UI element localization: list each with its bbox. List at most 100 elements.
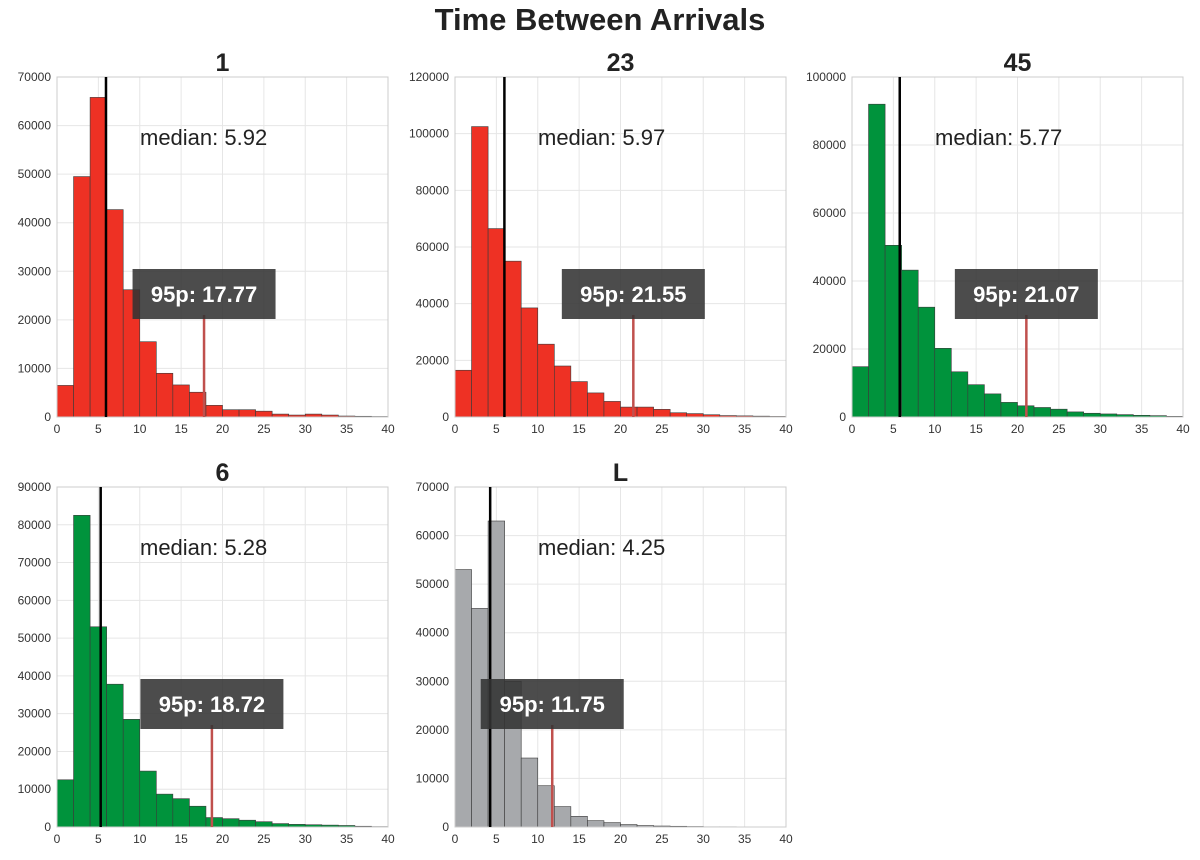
x-tick-label: 20 bbox=[216, 832, 230, 846]
histogram-bar bbox=[205, 405, 223, 418]
x-tick-label: 25 bbox=[1052, 422, 1066, 436]
x-tick-label: 15 bbox=[572, 832, 586, 846]
histogram-bar bbox=[1066, 411, 1085, 418]
x-tick-label: 35 bbox=[340, 832, 354, 846]
histogram-bar bbox=[587, 820, 605, 828]
histogram-bar bbox=[1000, 402, 1018, 418]
histogram-bar bbox=[901, 269, 919, 418]
y-tick-label: 10000 bbox=[18, 361, 52, 375]
x-tick-label: 0 bbox=[452, 422, 459, 436]
x-tick-label: 40 bbox=[381, 832, 395, 846]
x-tick-label: 30 bbox=[697, 422, 711, 436]
histogram-bar bbox=[950, 371, 969, 418]
histogram-bar bbox=[934, 348, 952, 418]
y-tick-label: 80000 bbox=[18, 518, 52, 532]
x-tick-label: 5 bbox=[493, 422, 500, 436]
histogram-bar bbox=[139, 770, 157, 828]
histogram-bar bbox=[205, 817, 223, 828]
histogram-bar bbox=[1033, 407, 1051, 418]
p95-label: 95p: 17.77 bbox=[151, 282, 257, 307]
y-tick-label: 40000 bbox=[416, 626, 450, 640]
histogram-bar bbox=[669, 412, 688, 418]
y-tick-label: 50000 bbox=[18, 167, 52, 181]
histogram-bar bbox=[603, 822, 621, 828]
histogram-bar bbox=[917, 306, 936, 418]
x-tick-label: 0 bbox=[452, 832, 459, 846]
x-tick-label: 35 bbox=[738, 832, 752, 846]
y-tick-label: 100000 bbox=[806, 70, 846, 84]
histogram-bar bbox=[454, 369, 472, 418]
histogram-bar bbox=[487, 228, 505, 418]
y-tick-label: 20000 bbox=[416, 353, 450, 367]
histogram-bar bbox=[553, 365, 572, 418]
x-tick-label: 0 bbox=[54, 832, 61, 846]
x-tick-label: 5 bbox=[95, 422, 102, 436]
x-tick-label: 5 bbox=[95, 832, 102, 846]
subplot-title: L bbox=[613, 459, 628, 487]
x-tick-label: 20 bbox=[216, 422, 230, 436]
x-tick-label: 35 bbox=[1135, 422, 1149, 436]
y-tick-label: 100000 bbox=[409, 127, 449, 141]
x-tick-label: 10 bbox=[133, 422, 147, 436]
y-tick-label: 80000 bbox=[416, 183, 450, 197]
chart-panel-0: 0 5 10 15 20 25 30 35 40 0 10000 20000 30000 40000 500… bbox=[18, 49, 395, 436]
x-tick-label: 30 bbox=[299, 422, 313, 436]
chart-panel-1: 0 5 10 15 20 25 30 35 40 0 20000 40000 60000 80000 100… bbox=[409, 49, 793, 436]
y-tick-label: 20000 bbox=[18, 313, 52, 327]
x-tick-label: 10 bbox=[531, 422, 545, 436]
histogram-bar bbox=[56, 385, 74, 418]
histogram-bar bbox=[238, 409, 256, 418]
histogram-bar bbox=[106, 683, 124, 828]
subplot-title: 45 bbox=[1004, 49, 1032, 77]
y-tick-label: 90000 bbox=[18, 480, 52, 494]
y-tick-label: 20000 bbox=[416, 723, 450, 737]
p95-label: 95p: 21.07 bbox=[973, 282, 1079, 307]
histogram-bar bbox=[686, 413, 704, 418]
y-tick-label: 30000 bbox=[18, 707, 52, 721]
y-tick-label: 40000 bbox=[18, 669, 52, 683]
histogram-bar bbox=[172, 798, 190, 828]
y-tick-label: 60000 bbox=[18, 593, 52, 607]
histogram-bar bbox=[222, 409, 240, 418]
x-tick-label: 30 bbox=[1094, 422, 1108, 436]
x-tick-label: 25 bbox=[257, 422, 271, 436]
histogram-bar bbox=[520, 307, 539, 418]
y-tick-label: 60000 bbox=[416, 529, 450, 543]
x-tick-label: 15 bbox=[174, 422, 188, 436]
histogram-bar bbox=[89, 626, 107, 828]
histogram-bar bbox=[156, 793, 174, 828]
x-tick-label: 5 bbox=[493, 832, 500, 846]
y-tick-label: 60000 bbox=[18, 119, 52, 133]
subplot-title: 23 bbox=[607, 49, 635, 77]
histogram-bar bbox=[636, 406, 654, 418]
y-tick-label: 20000 bbox=[18, 744, 52, 758]
chart-panel-4: 0 5 10 15 20 25 30 35 40 0 10000 20000 30000 40000 500… bbox=[416, 459, 793, 846]
x-tick-label: 35 bbox=[738, 422, 752, 436]
x-tick-label: 40 bbox=[381, 422, 395, 436]
histogram-bar bbox=[255, 410, 273, 418]
y-tick-label: 70000 bbox=[18, 556, 52, 570]
plot-frame bbox=[454, 486, 787, 828]
x-tick-label: 25 bbox=[257, 832, 271, 846]
plot-frame bbox=[56, 486, 389, 828]
plot-frame bbox=[454, 76, 787, 418]
histogram-bar bbox=[520, 757, 539, 828]
x-tick-label: 20 bbox=[614, 422, 628, 436]
histogram-bar bbox=[984, 393, 1002, 418]
histogram-bar bbox=[454, 569, 472, 828]
histogram-bar bbox=[868, 103, 886, 418]
histogram-bar bbox=[570, 816, 588, 828]
x-tick-label: 30 bbox=[299, 832, 313, 846]
y-tick-label: 70000 bbox=[416, 480, 450, 494]
subplot-title: 6 bbox=[216, 459, 230, 487]
histogram-bar bbox=[238, 819, 256, 828]
histogram-bar bbox=[73, 176, 91, 418]
histogram-bar bbox=[1083, 412, 1101, 418]
y-tick-label: 10000 bbox=[416, 771, 450, 785]
p95-label-box bbox=[954, 269, 1098, 319]
x-tick-label: 40 bbox=[779, 422, 793, 436]
y-tick-label: 60000 bbox=[813, 206, 847, 220]
histogram-bar bbox=[1050, 408, 1068, 418]
x-tick-label: 25 bbox=[655, 422, 669, 436]
histogram-bar bbox=[89, 97, 107, 418]
